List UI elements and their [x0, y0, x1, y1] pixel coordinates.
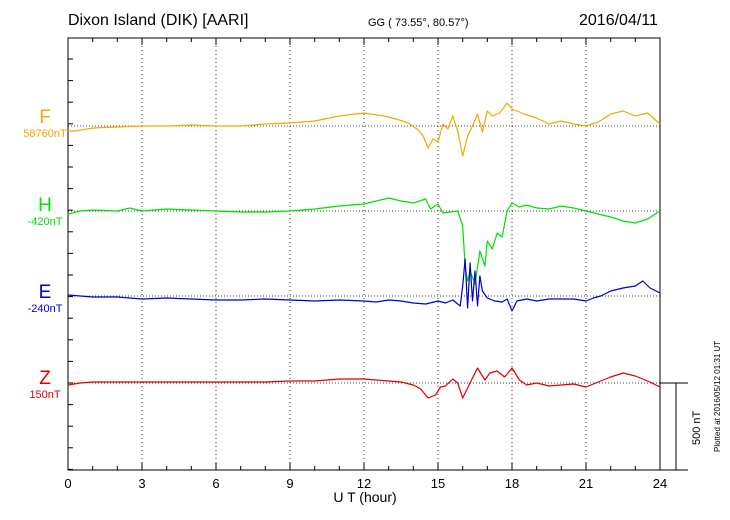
trace-f [68, 102, 661, 157]
plotted-timestamp: Plotted at 2016/05/12 01:31 UT [713, 340, 722, 452]
component-e-name: E [38, 282, 52, 303]
x-tick-label: 3 [138, 476, 145, 491]
trace-z [67, 367, 661, 399]
trace-h [67, 197, 661, 285]
x-tick-label: 24 [653, 476, 667, 491]
component-f-baseline: 58760nT [23, 128, 67, 140]
x-tick-label: 15 [431, 476, 445, 491]
component-f-name: F [39, 107, 51, 128]
component-z-name: Z [39, 368, 51, 389]
component-h-name: H [38, 195, 52, 216]
component-z-baseline: 150nT [29, 389, 61, 401]
x-tick-label: 18 [505, 476, 519, 491]
station-title: Dixon Island (DIK) [AARI] [68, 12, 249, 29]
component-h-baseline: -420nT [27, 216, 63, 228]
component-e-label: E -240nT [14, 283, 76, 316]
x-tick-label: 6 [212, 476, 219, 491]
component-z-label: Z 150nT [14, 369, 76, 402]
x-axis-label: U T (hour) [333, 489, 397, 505]
component-e-baseline: -240nT [27, 303, 63, 315]
x-tick-label: 0 [64, 476, 71, 491]
trace-e [67, 258, 661, 312]
x-tick-label: 9 [286, 476, 293, 491]
geographic-coords: GG ( 73.55°, 80.57°) [368, 17, 469, 29]
component-f-label: F 58760nT [14, 108, 76, 141]
component-h-label: H -420nT [14, 196, 76, 229]
x-tick-label: 12 [357, 476, 371, 491]
plot-date: 2016/04/11 [579, 12, 658, 29]
x-tick-label: 21 [579, 476, 593, 491]
scale-bar-label: 500 nT [691, 410, 703, 445]
